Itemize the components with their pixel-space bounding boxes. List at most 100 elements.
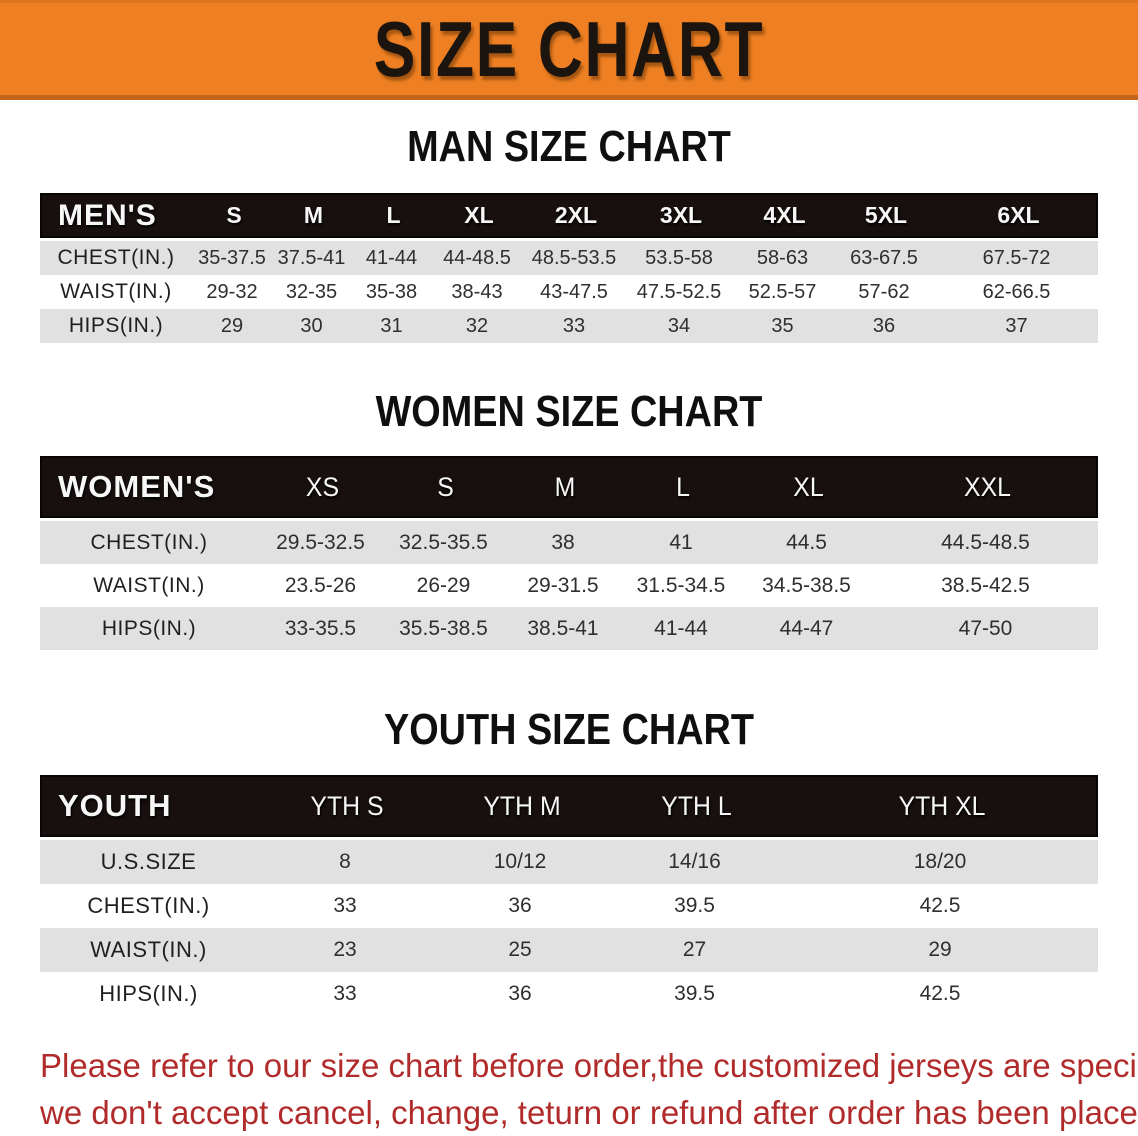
table-cell: 31.5-34.5 [636, 573, 726, 597]
table-cell: 39.5 [674, 982, 715, 1005]
table-cell: 27 [682, 938, 707, 961]
table-cell: 29 [220, 314, 244, 337]
row-label: WAIST(IN.) [93, 573, 205, 597]
table-cell: 38.5-42.5 [941, 573, 1030, 597]
table-cell: 67.5-72 [982, 246, 1051, 269]
table-cell: 23 [333, 938, 357, 961]
column-header: YTH XL [898, 790, 986, 821]
table-row: WAIST(IN.) 29-32 32-35 35-38 38-43 43-47.5 47.… [40, 275, 1098, 309]
table-header-label: MEN'S [58, 198, 157, 232]
table-cell: 41-44 [365, 246, 418, 269]
table-cell: 44.5-48.5 [941, 530, 1030, 554]
table-cell: 36 [872, 314, 896, 337]
table-cell: 25 [508, 938, 532, 961]
table-row: HIPS(IN.) 33-35.5 35.5-38.5 38.5-41 41-44 44-… [40, 607, 1098, 650]
table-cell: 8 [339, 850, 351, 873]
women-size-table: WOMEN'S XS S M L XL XXL CHEST(IN.) 29.5-32.5 32.5… [40, 456, 1098, 650]
row-label: WAIST(IN.) [60, 280, 172, 303]
table-cell: 36 [508, 982, 532, 1005]
table-row: WAIST(IN.) 23 25 27 29 [40, 928, 1098, 972]
column-header: S [437, 471, 454, 502]
column-header: 4XL [763, 202, 806, 228]
column-header: XXL [964, 471, 1011, 502]
table-cell: 30 [300, 314, 323, 337]
size-chart-banner: SIZE CHART [0, 0, 1138, 100]
column-header: YTH M [483, 790, 561, 821]
table-cell: 53.5-58 [645, 246, 713, 269]
table-cell: 36 [508, 894, 532, 917]
table-cell: 33 [562, 314, 586, 337]
table-cell: 44.5 [786, 530, 827, 554]
column-header: 2XL [554, 202, 598, 228]
table-cell: 29 [928, 938, 952, 961]
table-cell: 47-50 [958, 616, 1013, 640]
column-header: 3XL [659, 202, 703, 228]
column-header: XS [305, 471, 340, 502]
table-row: U.S.SIZE 8 10/12 14/16 18/20 [40, 840, 1098, 884]
table-cell: 38-43 [451, 280, 503, 303]
table-row: HIPS(IN.) 29 30 31 32 33 34 35 36 37 [40, 309, 1098, 343]
banner-title: SIZE CHART [373, 5, 765, 93]
table-cell: 35.5-38.5 [399, 616, 488, 640]
table-cell: 31 [380, 314, 403, 337]
table-row: WAIST(IN.) 23.5-26 26-29 29-31.5 31.5-34.5 34… [40, 564, 1098, 607]
column-header: XL [793, 471, 824, 502]
row-label: HIPS(IN.) [101, 616, 197, 640]
table-row: CHEST(IN.) 35-37.5 37.5-41 41-44 44-48.5 48.5… [40, 241, 1098, 275]
column-header: 6XL [997, 202, 1040, 228]
table-cell: 37.5-41 [277, 246, 346, 269]
table-cell: 32 [465, 314, 489, 337]
table-cell: 44-48.5 [443, 246, 511, 269]
column-header: YTH L [661, 790, 732, 821]
table-cell: 33-35.5 [284, 616, 357, 640]
table-cell: 44-47 [779, 616, 834, 640]
table-cell: 52.5-57 [748, 280, 817, 303]
table-cell: 42.5 [919, 894, 961, 917]
table-cell: 62-66.5 [982, 280, 1051, 303]
table-cell: 58-63 [756, 246, 809, 269]
table-cell: 29.5-32.5 [276, 530, 365, 554]
column-header: L [676, 471, 690, 502]
table-cell: 32.5-35.5 [399, 530, 488, 554]
table-cell: 42.5 [919, 982, 961, 1005]
table-cell: 33 [333, 894, 357, 917]
table-cell: 34.5-38.5 [762, 573, 851, 597]
row-label: HIPS(IN.) [99, 981, 198, 1006]
table-cell: 48.5-53.5 [531, 246, 617, 269]
table-header-label: WOMEN'S [58, 469, 216, 504]
row-label: HIPS(IN.) [68, 314, 164, 337]
table-cell: 37 [1005, 314, 1028, 337]
table-cell: 29-32 [206, 280, 258, 303]
table-header-row: MEN'S S M L XL 2XL 3XL 4XL 5XL 6XL [40, 193, 1098, 238]
table-header-label: YOUTH [58, 788, 172, 823]
row-label: CHEST(IN.) [87, 893, 210, 918]
column-header: M [303, 202, 324, 228]
row-label: CHEST(IN.) [57, 246, 175, 269]
table-cell: 38.5-41 [527, 616, 599, 640]
table-cell: 18/20 [913, 850, 967, 873]
table-cell: 63-67.5 [850, 246, 918, 269]
table-header-row: WOMEN'S XS S M L XL XXL [40, 456, 1098, 518]
table-cell: 23.5-26 [284, 573, 357, 597]
table-cell: 41 [669, 530, 693, 554]
column-header: L [386, 202, 401, 228]
table-cell: 39.5 [674, 894, 715, 917]
table-cell: 14/16 [668, 850, 721, 873]
table-cell: 38 [551, 530, 575, 554]
table-cell: 33 [333, 982, 357, 1005]
table-cell: 35 [771, 314, 794, 337]
table-header-row: YOUTH YTH S YTH M YTH L YTH XL [40, 775, 1098, 837]
table-cell: 29-31.5 [527, 573, 599, 597]
column-header: M [554, 471, 576, 502]
table-cell: 35-38 [365, 280, 418, 303]
table-cell: 35-37.5 [198, 246, 266, 269]
table-cell: 47.5-52.5 [636, 280, 722, 303]
men-section-heading: MAN SIZE CHART [407, 122, 731, 171]
table-cell: 26-29 [416, 573, 471, 597]
table-row: HIPS(IN.) 33 36 39.5 42.5 [40, 972, 1098, 1016]
row-label: WAIST(IN.) [90, 937, 207, 962]
row-label: CHEST(IN.) [90, 530, 208, 554]
table-cell: 41-44 [654, 616, 708, 640]
column-header: YTH S [310, 790, 384, 821]
row-label: U.S.SIZE [100, 849, 197, 874]
